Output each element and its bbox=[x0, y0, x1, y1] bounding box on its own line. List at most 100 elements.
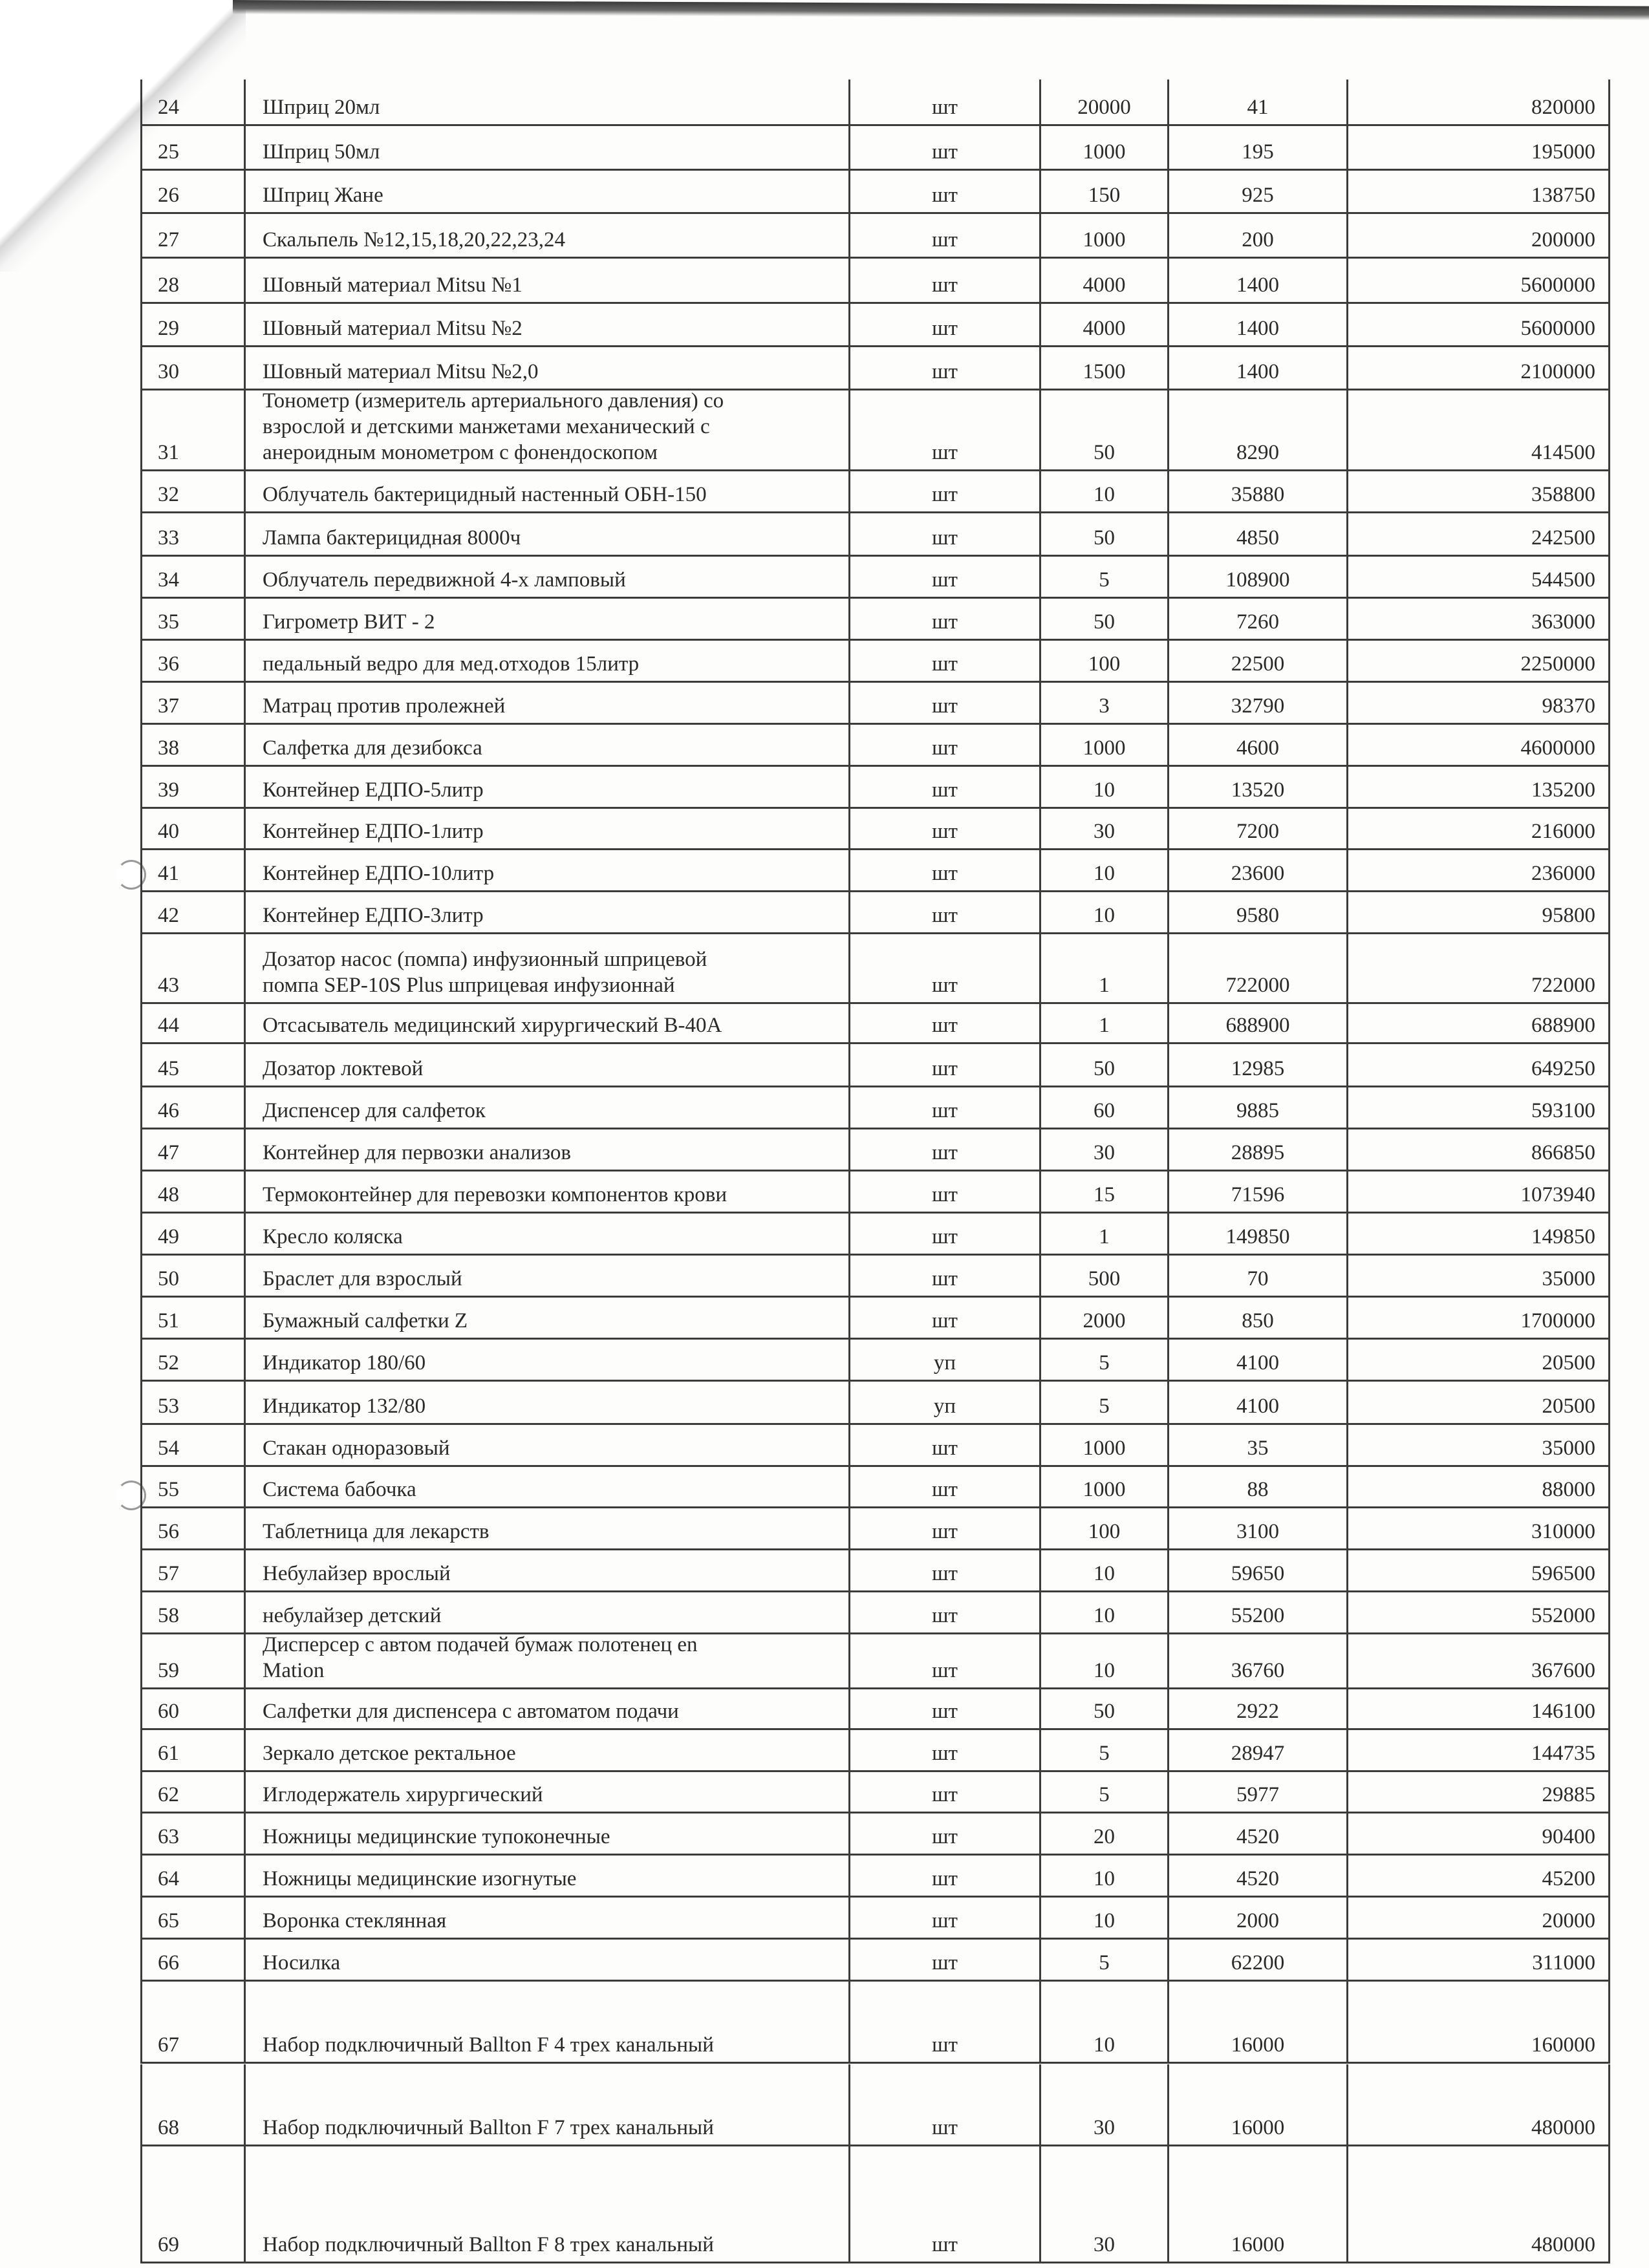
quantity: 1000 bbox=[1041, 1466, 1169, 1507]
unit-price: 9580 bbox=[1169, 892, 1348, 933]
row-number: 24 bbox=[140, 80, 246, 124]
quantity: 5 bbox=[1041, 1771, 1169, 1812]
table-row: 39 Контейнер ЕДПО-5литр шт 10 13520 135200 bbox=[140, 766, 1610, 809]
total-amount: 146100 bbox=[1348, 1689, 1610, 1728]
row-number: 56 bbox=[140, 1508, 246, 1549]
item-name: педальный ведро для мед.отходов 15литр bbox=[246, 641, 850, 681]
paper-fold bbox=[0, 0, 246, 272]
unit-price: 925 bbox=[1169, 170, 1348, 213]
quantity: 100 bbox=[1041, 1508, 1169, 1549]
total-amount: 88000 bbox=[1348, 1466, 1610, 1507]
table-row: 38 Салфетка для дезибокса шт 1000 4600 460000… bbox=[140, 724, 1610, 767]
quantity: 10 bbox=[1041, 850, 1169, 891]
quantity: 15 bbox=[1041, 1171, 1169, 1212]
unit: шт bbox=[850, 1689, 1041, 1728]
table-row: 63 Ножницы медицинские тупоконечные шт 20 45… bbox=[140, 1813, 1610, 1856]
unit: уп bbox=[850, 1339, 1041, 1380]
item-name: Термоконтейнер для перевозки компонентов… bbox=[246, 1171, 850, 1212]
unit-price: 62200 bbox=[1169, 1940, 1348, 1980]
unit: шт bbox=[850, 1424, 1041, 1465]
table-row: 37 Матрац против пролежней шт 3 32790 98370 bbox=[140, 682, 1610, 725]
row-number: 67 bbox=[140, 1981, 246, 2062]
item-name: Дозатор насос (помпа) инфузионный шприце… bbox=[246, 934, 850, 1002]
scan-edge-shadow bbox=[232, 0, 1649, 21]
total-amount: 593100 bbox=[1348, 1087, 1610, 1128]
quantity: 1 bbox=[1041, 1003, 1169, 1043]
item-name: Салфетка для дезибокса bbox=[246, 724, 850, 765]
total-amount: 363000 bbox=[1348, 599, 1610, 639]
row-number: 66 bbox=[140, 1940, 246, 1980]
row-number: 36 bbox=[140, 641, 246, 681]
item-name: Салфетки для диспенсера с автоматом пода… bbox=[246, 1689, 850, 1728]
total-amount: 552000 bbox=[1348, 1592, 1610, 1633]
item-name: Облучатель передвижной 4-х ламповый bbox=[246, 557, 850, 597]
quantity: 20 bbox=[1041, 1813, 1169, 1854]
unit: шт bbox=[850, 599, 1041, 639]
item-name: Гигрометр ВИТ - 2 bbox=[246, 599, 850, 639]
quantity: 30 bbox=[1041, 808, 1169, 849]
unit: шт bbox=[850, 80, 1041, 124]
quantity: 5 bbox=[1041, 1339, 1169, 1380]
item-name: Шприц 50мл bbox=[246, 125, 850, 169]
table-row: 53 Индикатор 132/80 уп 5 4100 20500 bbox=[140, 1381, 1610, 1425]
total-amount: 2250000 bbox=[1348, 641, 1610, 681]
table-row: 27 Скальпель №12,15,18,20,22,23,24 шт 1000 2… bbox=[140, 214, 1610, 259]
unit-price: 22500 bbox=[1169, 641, 1348, 681]
unit-price: 8290 bbox=[1169, 390, 1348, 470]
item-name: Лампа бактерицидная 8000ч bbox=[246, 513, 850, 555]
unit: уп bbox=[850, 1381, 1041, 1423]
row-number: 42 bbox=[140, 892, 246, 933]
unit-price: 13520 bbox=[1169, 766, 1348, 807]
unit: шт bbox=[850, 1214, 1041, 1254]
unit: шт bbox=[850, 808, 1041, 849]
item-name: Стакан одноразовый bbox=[246, 1424, 850, 1465]
unit: шт bbox=[850, 1592, 1041, 1633]
item-name: Браслет для взрослый bbox=[246, 1255, 850, 1296]
unit-price: 16000 bbox=[1169, 1981, 1348, 2062]
unit-price: 7200 bbox=[1169, 808, 1348, 849]
table-row: 45 Дозатор локтевой шт 50 12985 649250 bbox=[140, 1044, 1610, 1088]
item-name: Матрац против пролежней bbox=[246, 682, 850, 723]
table-row: 46 Диспенсер для салфеток шт 60 9885 593100 bbox=[140, 1087, 1610, 1130]
unit: шт bbox=[850, 850, 1041, 891]
unit: шт bbox=[850, 1508, 1041, 1549]
quantity: 5 bbox=[1041, 1940, 1169, 1980]
total-amount: 414500 bbox=[1348, 390, 1610, 470]
table-row: 33 Лампа бактерицидная 8000ч шт 50 4850 24250… bbox=[140, 513, 1610, 557]
table-row: 61 Зеркало детское ректальное шт 5 28947 1447… bbox=[140, 1729, 1610, 1772]
row-number: 60 bbox=[140, 1689, 246, 1728]
total-amount: 358800 bbox=[1348, 471, 1610, 512]
unit-price: 5977 bbox=[1169, 1771, 1348, 1812]
item-name: Шприц Жане bbox=[246, 170, 850, 213]
quantity: 1000 bbox=[1041, 724, 1169, 765]
quantity: 1000 bbox=[1041, 1424, 1169, 1465]
item-name: Система бабочка bbox=[246, 1466, 850, 1507]
unit-price: 70 bbox=[1169, 1255, 1348, 1296]
unit: шт bbox=[850, 682, 1041, 723]
unit-price: 108900 bbox=[1169, 557, 1348, 597]
unit: шт bbox=[850, 641, 1041, 681]
item-name: Тонометр (измеритель артериального давле… bbox=[246, 389, 850, 470]
table-row: 55 Система бабочка шт 1000 88 88000 bbox=[140, 1466, 1610, 1509]
row-number: 59 bbox=[140, 1634, 246, 1688]
row-number: 31 bbox=[140, 390, 246, 470]
total-amount: 35000 bbox=[1348, 1424, 1610, 1465]
row-number: 41 bbox=[140, 850, 246, 891]
quantity: 10 bbox=[1041, 1550, 1169, 1591]
unit: шт bbox=[850, 170, 1041, 213]
row-number: 63 bbox=[140, 1813, 246, 1854]
unit-price: 200 bbox=[1169, 214, 1348, 257]
total-amount: 29885 bbox=[1348, 1771, 1610, 1812]
item-name: Контейнер ЕДПО-10литр bbox=[246, 850, 850, 891]
unit-price: 41 bbox=[1169, 80, 1348, 124]
item-name: Ножницы медицинские тупоконечные bbox=[246, 1813, 850, 1854]
row-number: 32 bbox=[140, 471, 246, 512]
unit: шт bbox=[850, 1771, 1041, 1812]
table-row: 64 Ножницы медицинские изогнутые шт 10 4520 4… bbox=[140, 1856, 1610, 1898]
unit: шт bbox=[850, 1044, 1041, 1086]
total-amount: 20500 bbox=[1348, 1339, 1610, 1380]
total-amount: 20000 bbox=[1348, 1898, 1610, 1938]
row-number: 27 bbox=[140, 214, 246, 257]
unit-price: 4600 bbox=[1169, 724, 1348, 765]
quantity: 4000 bbox=[1041, 303, 1169, 345]
